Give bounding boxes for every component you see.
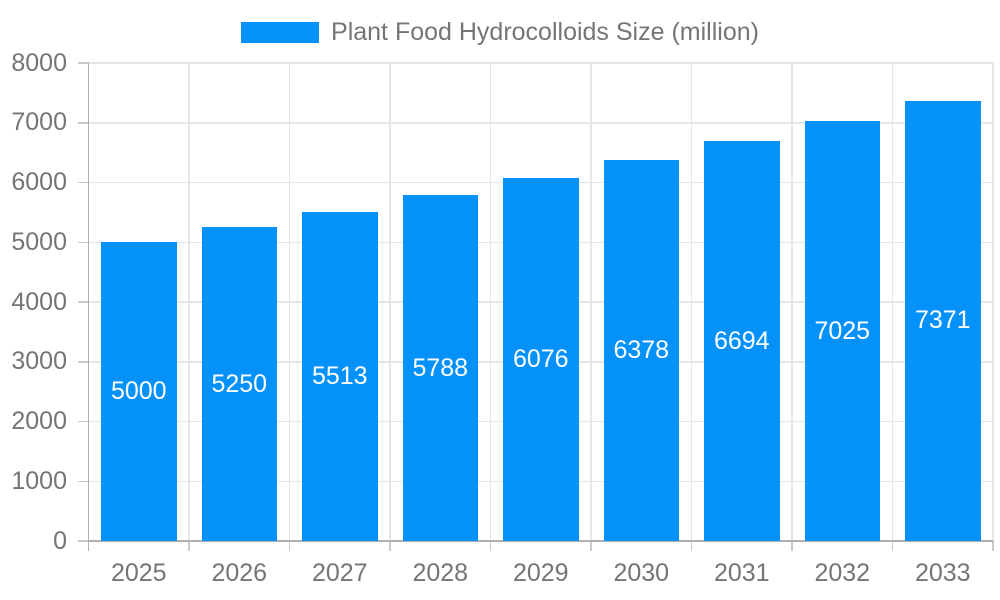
x-axis-tick [791,541,793,551]
gridline-vertical [690,63,693,541]
legend: Plant Food Hydrocolloids Size (million) [0,18,1000,47]
gridline-vertical [590,63,592,541]
y-axis-tick-label: 4000 [11,287,67,316]
bar-value-label: 6694 [713,326,770,355]
y-axis-tick-label: 0 [53,526,67,555]
gridline-vertical [389,63,391,541]
gridline-vertical [288,63,291,541]
y-axis-tick-label: 7000 [11,108,67,137]
x-axis-tick-label: 2031 [713,559,770,587]
y-axis-line [87,63,90,541]
y-axis-tick-label: 6000 [11,168,67,196]
y-axis-tick [78,122,89,124]
x-axis-tick-label: 2033 [914,559,971,587]
x-axis-tick [288,541,291,551]
y-axis-tick-label: 1000 [11,466,67,495]
x-axis-tick-label: 2028 [412,559,469,587]
bar[interactable] [704,141,780,541]
bar-value-label: 5788 [412,353,469,382]
x-axis-tick [690,541,693,551]
bar[interactable] [302,211,378,541]
y-axis-tick [78,361,89,363]
x-axis-tick [590,541,592,551]
x-axis-tick [389,541,391,551]
y-axis-tick [78,480,89,482]
bar-value-label: 6076 [512,344,569,373]
x-axis-line [88,540,993,542]
y-axis-tick [78,62,89,64]
gridline-horizontal [88,122,993,124]
bar[interactable] [201,227,277,541]
bar[interactable] [402,195,478,541]
bar[interactable] [905,100,981,541]
y-axis-tick-label: 2000 [11,407,67,435]
x-axis-tick-label: 2027 [311,559,368,587]
bar-value-label: 5000 [110,377,167,406]
x-axis-tick [891,541,894,551]
gridline-vertical [489,63,492,541]
y-axis-tick [78,540,89,542]
legend-label: Plant Food Hydrocolloids Size (million) [331,17,759,46]
y-axis-tick [78,301,89,303]
x-axis-tick-label: 2025 [110,559,167,587]
y-axis-tick [78,241,89,243]
y-axis-tick-label: 8000 [11,48,67,77]
bar[interactable] [804,121,880,541]
x-axis-tick [992,541,994,551]
x-axis-tick-label: 2030 [613,559,670,587]
bar-value-label: 5250 [211,369,268,398]
x-axis-tick-label: 2029 [512,559,569,587]
gridline-vertical [188,63,190,541]
x-axis-tick-label: 2026 [211,559,268,587]
bar-value-label: 7371 [914,306,971,335]
y-axis-tick-label: 3000 [11,347,67,376]
y-axis-tick-label: 5000 [11,227,67,256]
x-axis-tick [188,541,190,551]
bar[interactable] [503,177,579,541]
bar-value-label: 7025 [814,316,871,345]
bar[interactable] [101,242,177,541]
y-axis-tick [78,420,89,423]
y-axis-tick [78,181,89,184]
bar[interactable] [603,159,679,541]
bar-value-label: 5513 [311,361,368,390]
bar-value-label: 6378 [613,335,670,364]
legend-item[interactable]: Plant Food Hydrocolloids Size (million) [241,18,759,47]
gridline-vertical [891,63,894,541]
x-axis-tick-label: 2032 [814,559,871,587]
gridline-vertical [992,63,994,541]
x-axis-tick [87,541,90,551]
gridline-horizontal [88,62,993,64]
gridline-vertical [791,63,793,541]
legend-swatch-icon [241,21,320,43]
x-axis-tick [489,541,492,551]
